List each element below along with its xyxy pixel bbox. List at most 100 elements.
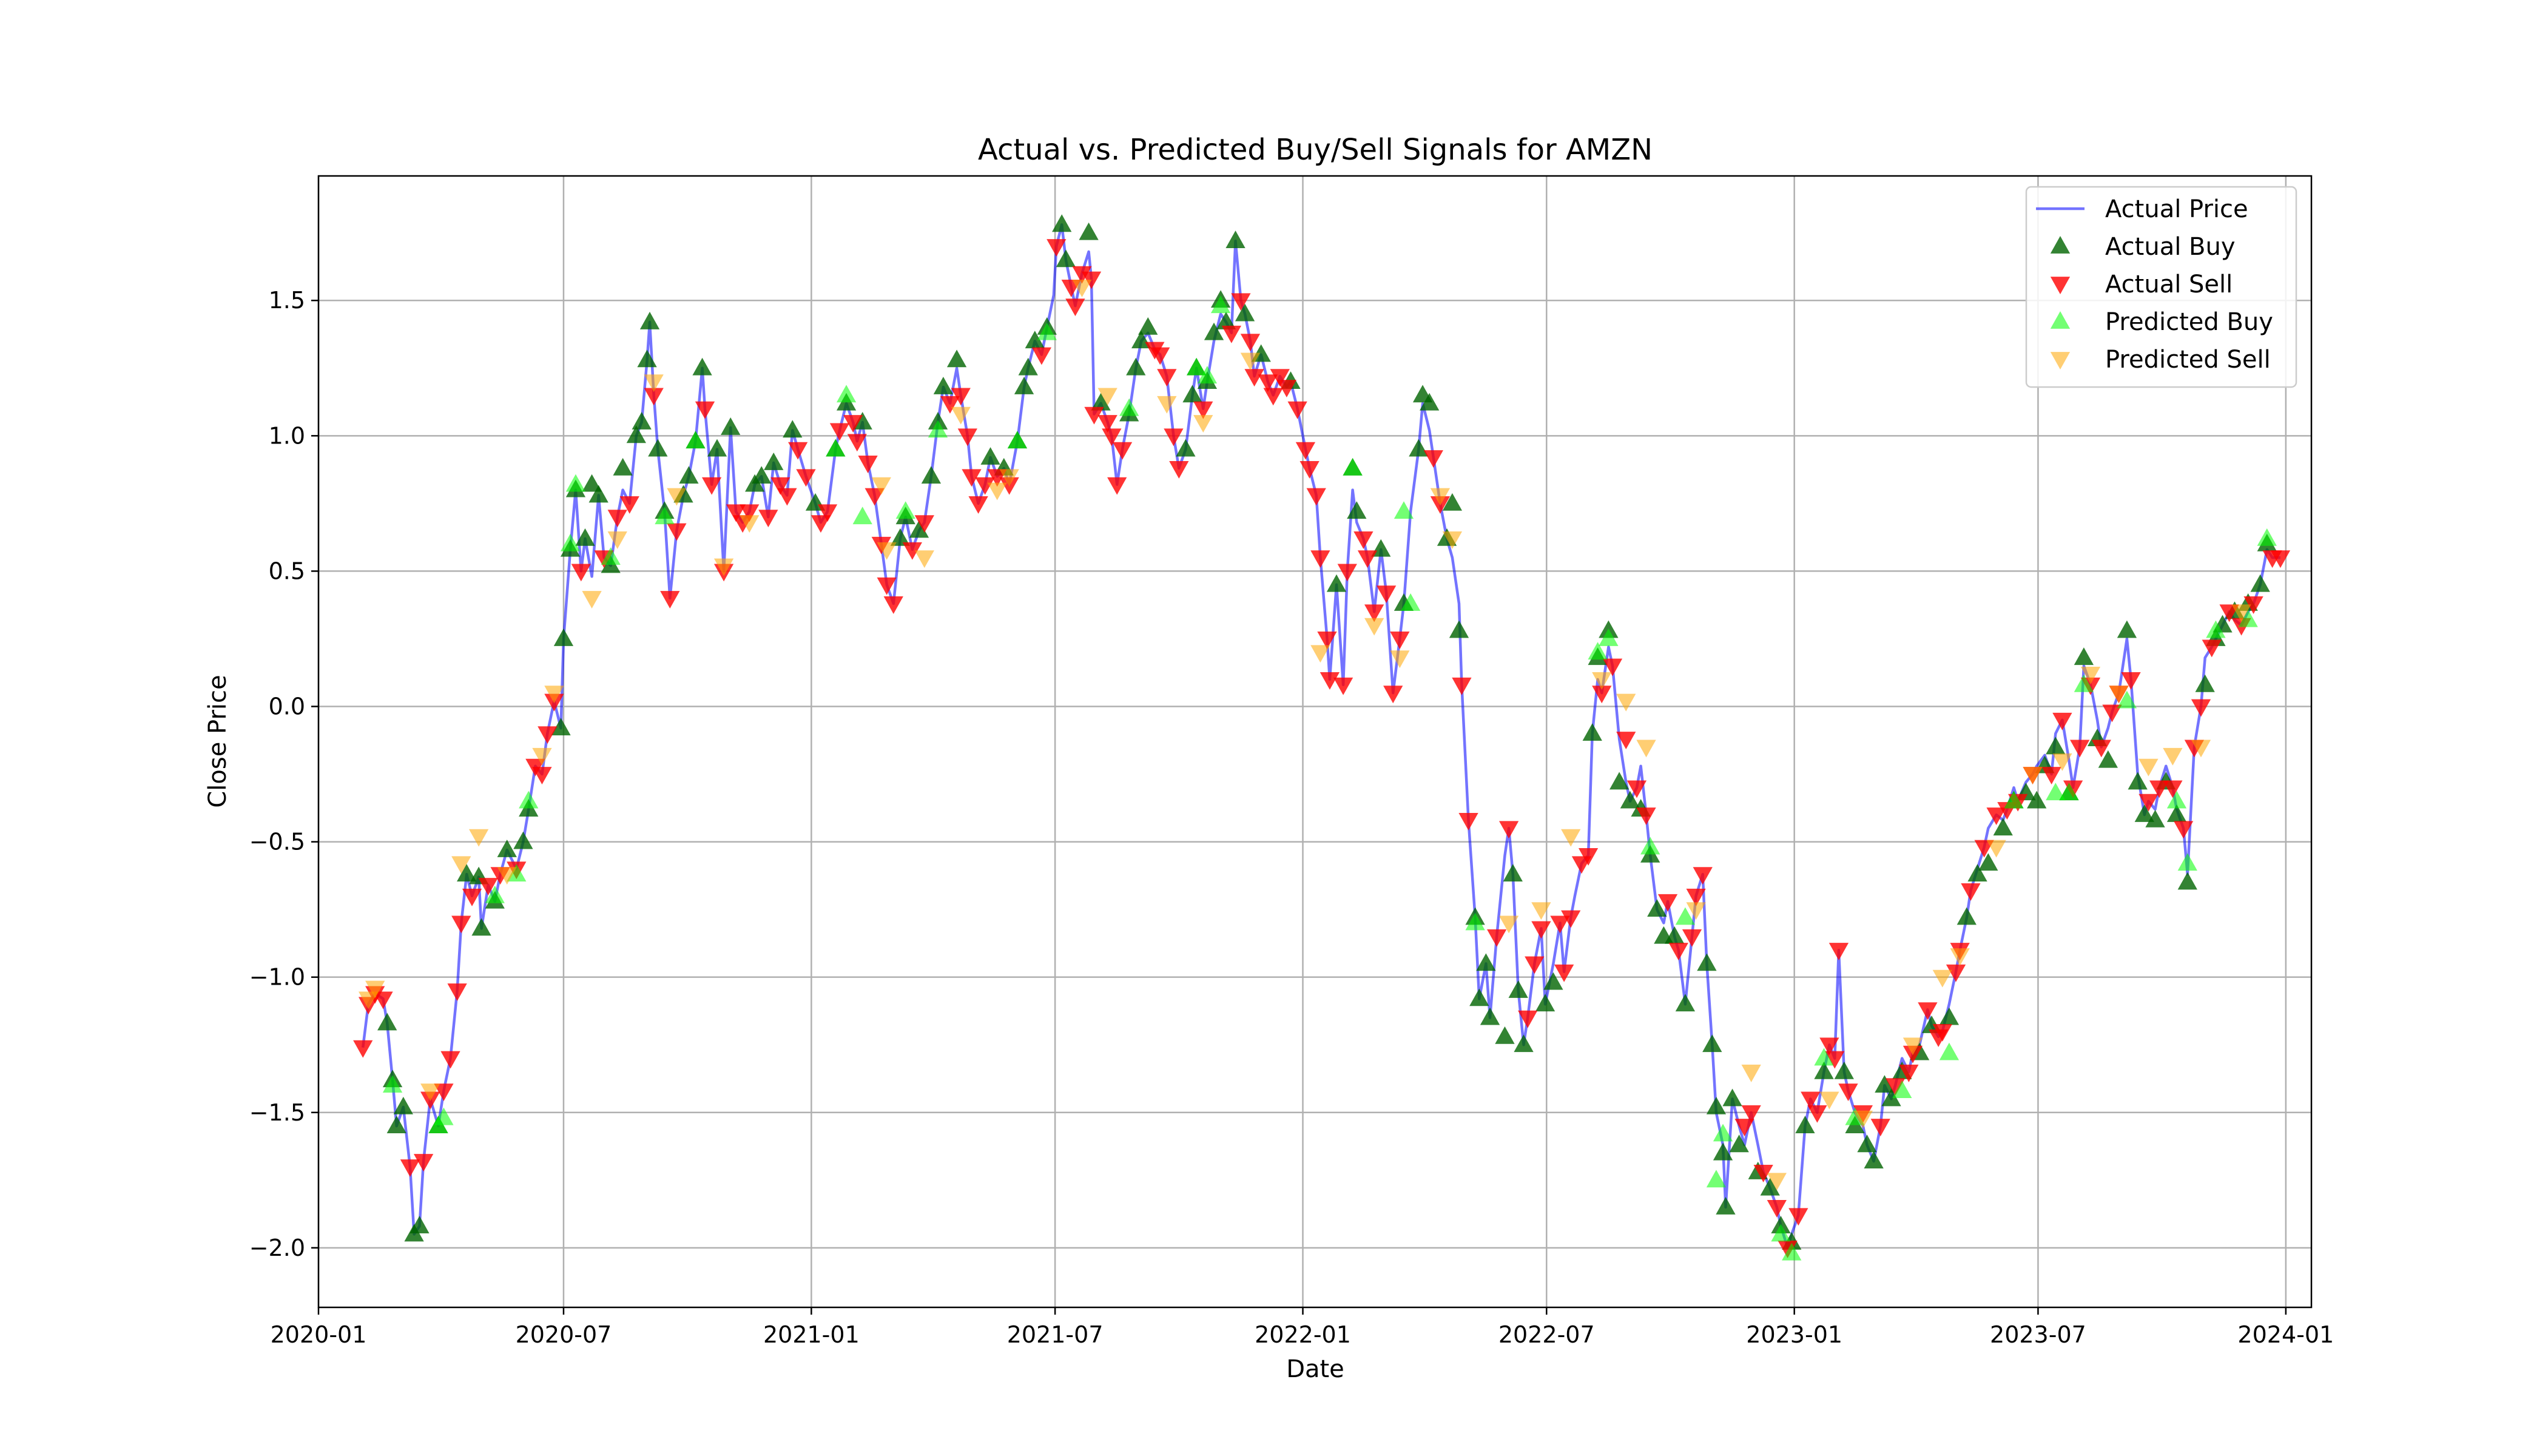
actual-sell-marker	[864, 488, 885, 506]
predicted-buy-marker	[2257, 528, 2277, 546]
legend-box	[2025, 186, 2297, 388]
actual-buy-marker	[2046, 736, 2066, 755]
predicted-sell-marker	[740, 515, 760, 533]
actual-buy-marker	[1760, 1178, 1780, 1196]
actual-buy-marker	[2177, 872, 2197, 890]
legend-label-predicted-sell: Predicted Sell	[2105, 346, 2271, 374]
actual-sell-marker	[373, 991, 393, 1009]
predicted-buy-marker	[1814, 1048, 1834, 1066]
actual-sell-marker	[1263, 388, 1283, 406]
y-tick-label: 1.0	[269, 422, 305, 449]
actual-sell-marker	[1065, 298, 1085, 317]
legend-label-predicted-buy: Predicted Buy	[2105, 308, 2273, 336]
predicted-sell-marker	[1442, 531, 1463, 549]
actual-sell-marker	[1616, 732, 1636, 750]
predicted-sell-marker	[2191, 740, 2211, 758]
actual-sell-marker	[2191, 699, 2211, 717]
actual-sell-marker	[726, 504, 746, 522]
actual-sell-marker	[1819, 1037, 1839, 1056]
actual-sell-marker	[607, 510, 627, 528]
actual-sell-marker	[1046, 239, 1067, 257]
actual-buy-marker	[1857, 1134, 1877, 1153]
predicted-buy-marker	[1037, 322, 1057, 340]
plot-area	[353, 214, 2291, 1261]
predicted-sell-marker	[877, 542, 897, 560]
actual-sell-marker	[1240, 334, 1261, 352]
axes-frame	[317, 175, 2313, 1309]
predicted-buy-series	[382, 295, 2277, 1261]
actual-sell-marker	[1753, 1165, 1773, 1182]
predicted-buy-marker	[2004, 790, 2024, 809]
predicted-sell-marker	[1636, 740, 1656, 758]
predicted-sell-marker	[1364, 618, 1384, 636]
predicted-sell-marker	[1986, 840, 2006, 858]
predicted-buy-marker	[1939, 1042, 1960, 1060]
actual-sell-marker	[695, 401, 715, 419]
actual-sell-marker	[1801, 1091, 1821, 1110]
actual-sell-marker	[413, 1154, 434, 1172]
actual-sell-marker	[2121, 672, 2141, 690]
actual-sell-marker	[478, 878, 498, 895]
x-tick-label: 2020-01	[271, 1321, 367, 1348]
actual-buy-marker	[707, 439, 727, 457]
actual-buy-marker	[1939, 1007, 1960, 1025]
predicted-buy-marker	[1640, 837, 1660, 855]
actual-buy-marker	[2074, 647, 2094, 666]
predicted-buy-marker	[1119, 398, 1139, 416]
actual-buy-marker	[613, 457, 633, 476]
predicted-sell-marker	[582, 591, 602, 609]
actual-buy-marker	[1722, 1088, 1742, 1107]
actual-sell-marker	[1320, 672, 1340, 690]
actual-buy-marker	[1956, 907, 1977, 925]
predicted-buy-marker	[1771, 1224, 1791, 1242]
actual-sell-marker	[1578, 848, 1599, 866]
actual-sell-marker	[1668, 943, 1688, 961]
actual-sell-marker	[1592, 686, 1612, 704]
predicted-sell-marker	[1390, 650, 1410, 669]
predicted-sell-marker	[1686, 902, 1706, 920]
actual-sell-marker	[1097, 415, 1117, 433]
actual-buy-marker	[692, 357, 712, 376]
actual-sell-marker	[1376, 585, 1397, 604]
predicted-sell-marker	[1767, 1173, 1787, 1191]
actual-sell-marker	[1276, 380, 1297, 398]
actual-sell-marker	[619, 496, 639, 514]
actual-sell-marker	[2138, 794, 2159, 812]
actual-buy-marker	[679, 466, 699, 484]
predicted-buy-marker	[565, 474, 586, 492]
actual-sell-marker	[1788, 1208, 1808, 1226]
actual-sell-marker	[1682, 929, 1702, 947]
actual-sell-marker	[1383, 686, 1403, 704]
predicted-sell-marker	[532, 747, 552, 766]
y-tick-label: −1.0	[249, 964, 305, 991]
actual-sell-marker	[788, 442, 808, 460]
actual-buy-marker	[1235, 303, 1255, 322]
actual-buy-marker	[1204, 322, 1224, 340]
actual-buy-marker	[1079, 222, 1099, 240]
actual-sell-marker	[829, 423, 850, 441]
actual-sell-marker	[796, 469, 816, 487]
actual-sell-marker	[2091, 740, 2111, 758]
predicted-buy-marker	[2177, 853, 2197, 871]
actual-sell-series	[353, 239, 2291, 1258]
actual-sell-marker	[811, 515, 831, 533]
actual-sell-marker	[1258, 374, 1278, 393]
actual-sell-marker	[1333, 677, 1353, 695]
predicted-sell-marker	[1741, 1064, 1761, 1082]
x-tick-label: 2021-01	[763, 1321, 860, 1348]
actual-buy-marker	[1409, 439, 1429, 457]
actual-sell-marker	[538, 726, 558, 744]
predicted-sell-marker	[358, 991, 379, 1009]
x-tick-label: 2022-07	[1498, 1321, 1595, 1348]
predicted-sell-marker	[1903, 1037, 1923, 1056]
actual-buy-marker	[1713, 1142, 1733, 1161]
predicted-sell-marker	[2109, 686, 2129, 704]
actual-sell-marker	[571, 564, 591, 582]
actual-buy-marker	[921, 466, 942, 484]
actual-sell-marker	[957, 428, 977, 447]
actual-sell-marker	[1828, 943, 1849, 961]
actual-sell-marker	[940, 396, 960, 414]
x-tick-label: 2024-01	[2237, 1321, 2334, 1348]
actual-sell-marker	[1306, 488, 1326, 506]
